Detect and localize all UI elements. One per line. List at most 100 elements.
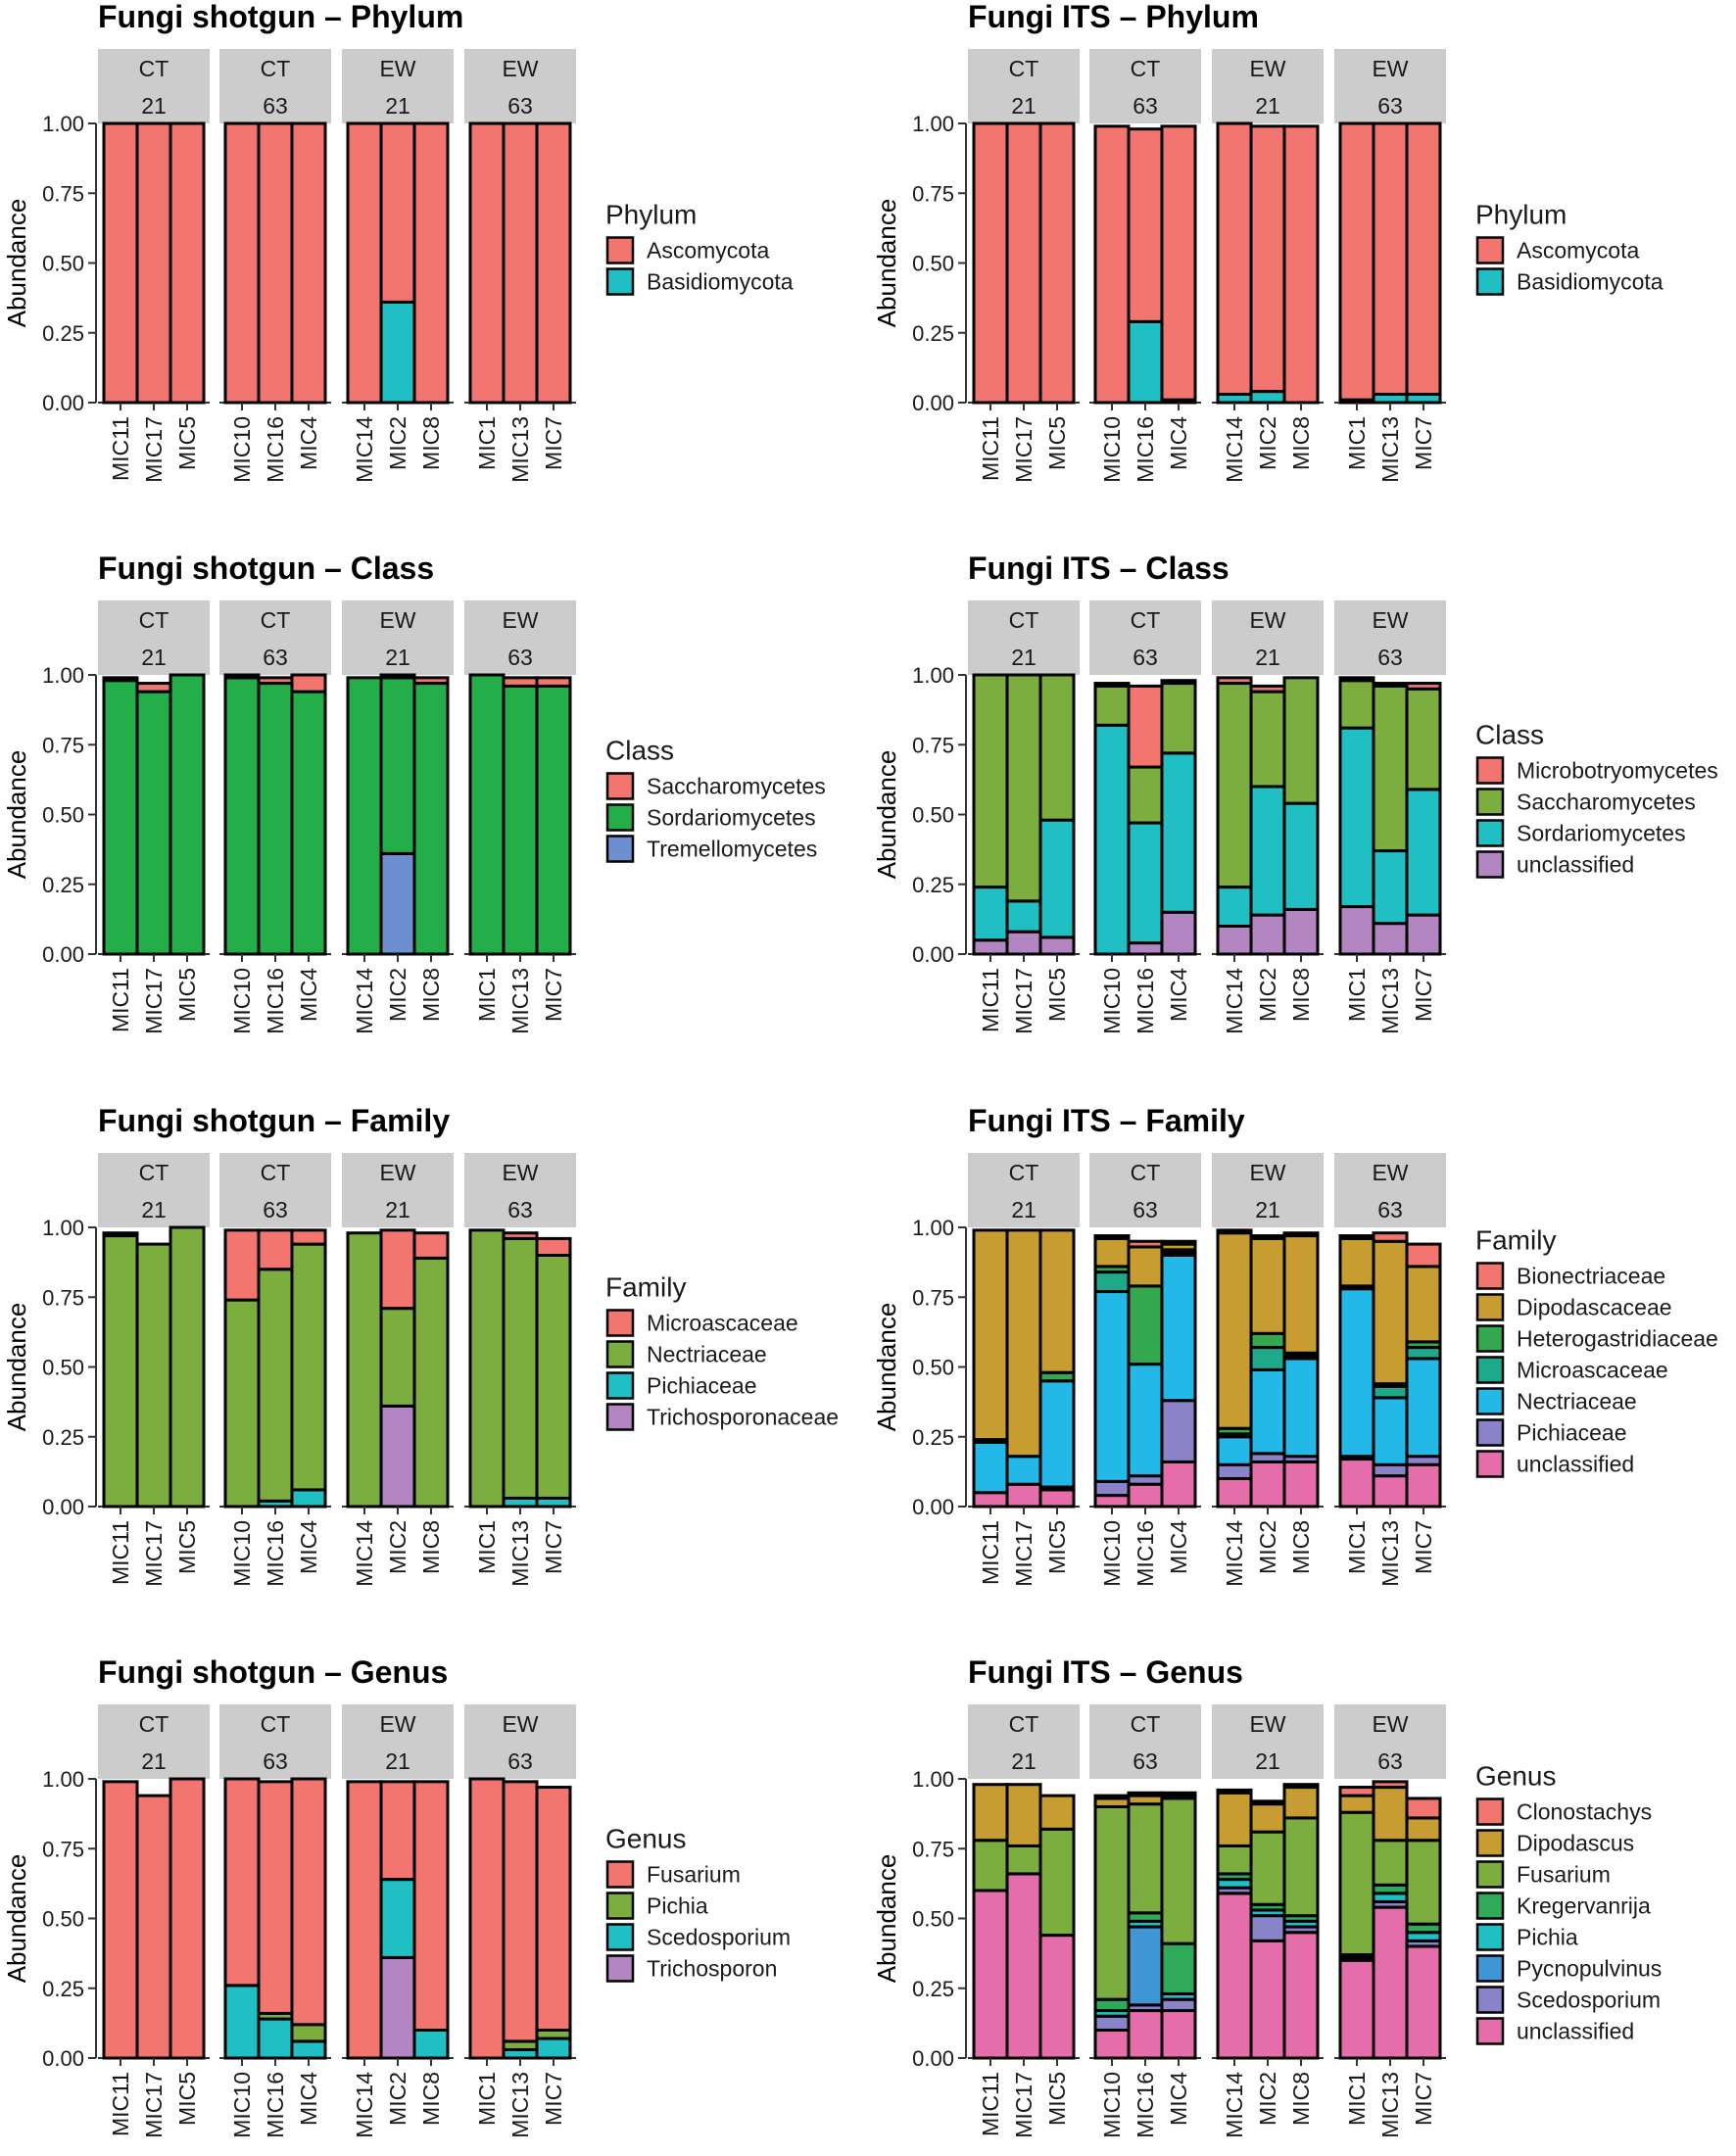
y-tick-label: 0.75: [42, 181, 84, 206]
bar-segment-dipodascaceae: [1005, 1228, 1042, 1459]
facet-label-day: 21: [1255, 1749, 1280, 1774]
bar-segment-microbotryomycetes: [1372, 682, 1409, 688]
legend-swatch: [605, 772, 635, 800]
bar-segment-nectriaceae: [1216, 1435, 1253, 1466]
facet-strip: [464, 1153, 576, 1227]
bar-segment-fusarium: [1038, 1827, 1076, 1938]
y-tick-label: 0.75: [912, 181, 954, 206]
bar-segment-unclassified: [1216, 1477, 1253, 1509]
y-tick-label: 0.25: [912, 873, 954, 897]
x-tick-label: MIC13: [507, 1520, 533, 1587]
facet-label-day: 63: [507, 645, 533, 670]
bar-segment-fusarium: [412, 1780, 450, 2032]
x-tick-label: MIC4: [296, 416, 321, 470]
y-tick-label: 0.00: [912, 942, 954, 967]
y-tick-label: 0.50: [42, 803, 84, 828]
legend-title: Phylum: [1475, 200, 1567, 230]
y-tick-label: 0.75: [42, 733, 84, 757]
y-tick-label: 0.25: [912, 1977, 954, 2001]
bar-segment-microascaceae: [290, 1228, 327, 1246]
y-tick-label: 0.00: [42, 2046, 84, 2071]
y-tick-label: 0.25: [42, 873, 84, 897]
bar-segment-fusarium: [1127, 1802, 1164, 1915]
x-tick-label: MIC8: [418, 968, 444, 1022]
bar-segment-sordariomycetes: [1005, 899, 1042, 934]
legend-entry: Trichosporonaceae: [647, 1405, 839, 1430]
bar-segment-sordariomycetes: [257, 682, 294, 956]
x-tick-label: MIC1: [474, 1520, 500, 1574]
bar-segment-fusarium: [223, 1777, 261, 1988]
bar-segment-saccharomycetes: [1216, 682, 1253, 889]
bar-segment-ascomycota: [1338, 121, 1375, 402]
bar-segment-sordariomycetes: [972, 886, 1009, 942]
facet-strip: [219, 1153, 331, 1227]
x-tick-label: MIC2: [385, 416, 410, 470]
x-tick-label: MIC7: [1411, 416, 1436, 470]
facet-label-day: 21: [385, 1749, 410, 1774]
y-tick-label: 0.50: [42, 1907, 84, 1932]
x-tick-label: MIC7: [1411, 1520, 1436, 1574]
bar-segment-saccharomycetes: [1249, 690, 1286, 789]
x-tick-label: MIC2: [385, 968, 410, 1022]
bar-segment-unclassified: [1038, 935, 1076, 956]
x-tick-label: MIC13: [1377, 2072, 1403, 2138]
bar-segment-bionectriaceae: [1216, 1228, 1253, 1235]
bar-segment-sordariomycetes: [169, 673, 206, 956]
bar-segment-ascomycota: [1372, 121, 1409, 396]
facet-label-site: EW: [502, 56, 538, 81]
legend-entry: Trichosporon: [647, 1956, 777, 1982]
legend-swatch: [1475, 1986, 1505, 2014]
facet-label-site: CT: [261, 607, 291, 633]
bar-segment-unclassified: [1249, 1939, 1286, 2060]
legend-swatch: [605, 1403, 635, 1431]
bar-segment-fusarium: [468, 1777, 506, 2060]
bar-segment-nectriaceae: [169, 1225, 206, 1509]
x-tick-label: MIC17: [1011, 416, 1037, 483]
x-tick-label: MIC1: [474, 968, 500, 1022]
bar-segment-nectriaceae: [972, 1440, 1009, 1495]
legend-title: Genus: [1475, 1761, 1557, 1792]
y-tick-label: 0.75: [912, 1285, 954, 1310]
bar-segment-unclassified: [1127, 1482, 1164, 1509]
bar-segment-ascomycota: [1005, 121, 1042, 405]
x-tick-label: MIC1: [1344, 2072, 1370, 2126]
facet-strip: [98, 600, 210, 675]
facet-strip: [464, 49, 576, 123]
legend-entry: Fusarium: [647, 1862, 741, 1888]
legend-entry: Microascaceae: [647, 1311, 798, 1336]
x-tick-label: MIC13: [1377, 968, 1403, 1034]
bar-segment-fusarium: [102, 1780, 139, 2060]
bar-segment-bionectriaceae: [1338, 1234, 1375, 1240]
x-tick-label: MIC13: [507, 968, 533, 1034]
legend-title: Class: [1475, 720, 1544, 750]
facet-strip: [1089, 49, 1201, 123]
bar-segment-unclassified: [972, 938, 1009, 956]
facet-label-site: CT: [261, 1160, 291, 1185]
bar-segment-nectriaceae: [1160, 1254, 1197, 1403]
y-tick-label: 0.25: [912, 321, 954, 346]
legend-entry: Fusarium: [1517, 1862, 1611, 1888]
bar-segment-sordariomycetes: [1338, 726, 1375, 909]
bar-segment-microbotryomycetes: [1093, 682, 1131, 688]
bar-segment-trichosporon: [379, 1955, 416, 2060]
x-tick-label: MIC16: [263, 968, 288, 1034]
y-tick-label: 1.00: [42, 112, 84, 136]
bar-segment-basidiomycota: [379, 300, 416, 405]
x-tick-label: MIC11: [108, 1520, 133, 1585]
bar-segment-microascaceae: [502, 1231, 539, 1240]
facet-label-day: 21: [385, 93, 410, 119]
bar-segment-microascaceae: [535, 1236, 572, 1257]
chart-title: Fungi ITS – Phylum: [968, 0, 1259, 34]
bar-segment-bionectriaceae: [1282, 1231, 1320, 1238]
bar-segment-fusarium: [1282, 1816, 1320, 1918]
legend-swatch: [605, 1923, 635, 1951]
legend-entry: Ascomycota: [647, 238, 769, 264]
y-tick-label: 0.50: [42, 252, 84, 276]
bar-segment-ascomycota: [1216, 121, 1253, 396]
facet-strip: [464, 600, 576, 675]
bar-segment-dipodascus: [1216, 1791, 1253, 1847]
legend-entry: Microascaceae: [1517, 1358, 1668, 1383]
bar-segment-nectriaceae: [1338, 1287, 1375, 1459]
facet-label-day: 21: [1011, 93, 1037, 119]
bar-segment-unclassified: [1249, 1460, 1286, 1509]
